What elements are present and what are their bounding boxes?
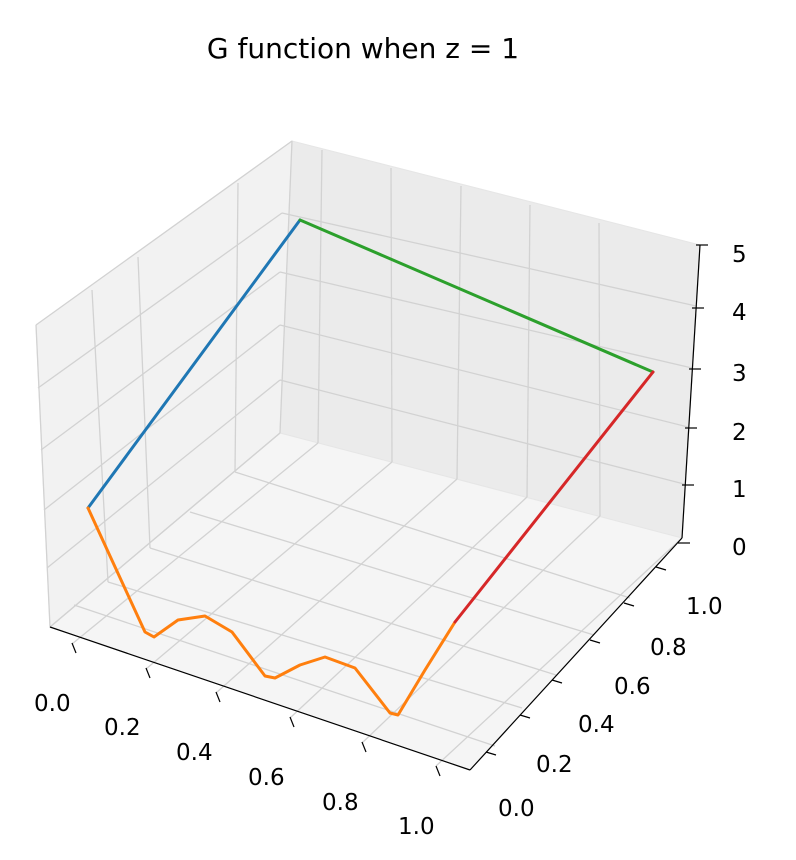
x-tick-label: 0.4 <box>176 740 213 766</box>
x-ticks <box>71 642 441 777</box>
x-axis-line <box>49 626 471 771</box>
grid-line <box>289 496 528 719</box>
grid-line <box>234 182 239 473</box>
y-tick-label: 0.6 <box>614 674 651 700</box>
y-tick-mark <box>519 714 531 719</box>
grid-line <box>189 511 595 636</box>
grid-line <box>279 140 293 434</box>
grid-line <box>279 271 693 369</box>
grid-line <box>435 537 683 767</box>
series-line <box>86 218 302 510</box>
y-tick-mark <box>589 639 601 644</box>
axis-lines <box>49 244 701 771</box>
z-tick-label: 2 <box>732 420 747 446</box>
grid-line <box>107 581 523 709</box>
grid-line <box>46 379 281 569</box>
y-tick-mark <box>655 566 667 571</box>
x-tick-labels: 0.0 0.2 0.4 0.6 0.8 1.0 <box>34 691 435 840</box>
y-ticks <box>485 566 667 756</box>
x-tick-label: 0.0 <box>34 691 71 717</box>
z-tick-label: 4 <box>732 300 747 326</box>
grid-line <box>91 289 109 583</box>
z-ticks <box>678 244 708 544</box>
y-tick-label: 0.4 <box>578 712 615 738</box>
grid-line <box>43 324 281 511</box>
grid-lines <box>35 140 701 767</box>
grid-line <box>234 471 631 599</box>
grid-line <box>281 212 697 307</box>
x-tick-mark <box>215 691 221 703</box>
y-tick-label: 0.8 <box>650 635 687 661</box>
grid-line <box>279 379 685 485</box>
x-tick-label: 0.2 <box>104 715 141 741</box>
y-tick-mark <box>623 602 635 607</box>
grid-line <box>137 256 151 549</box>
x-tick-mark <box>361 741 367 753</box>
grid-line <box>35 140 293 326</box>
x-tick-mark <box>435 765 441 777</box>
z-tick-labels: 0 1 2 3 4 5 <box>732 242 747 561</box>
x-tick-label: 0.6 <box>248 765 285 791</box>
grid-line <box>35 324 51 628</box>
grid-line <box>37 212 283 389</box>
grid-line <box>317 149 323 444</box>
grid-line <box>526 204 531 498</box>
grid-line <box>49 432 281 628</box>
series-line <box>86 506 457 717</box>
grid-line <box>71 442 319 645</box>
z-tick-label: 1 <box>732 477 747 503</box>
x-tick-label: 1.0 <box>398 814 435 840</box>
z-tick-label: 5 <box>732 242 747 268</box>
y-axis-line <box>469 537 683 771</box>
y-tick-labels: 0.0 0.2 0.4 0.6 0.8 1.0 <box>498 594 723 822</box>
grid-line <box>215 478 458 694</box>
x-tick-mark <box>289 716 295 728</box>
y-tick-label: 0.0 <box>498 796 535 822</box>
series-line <box>453 370 655 624</box>
z-axis-line <box>681 244 701 539</box>
chart-title: G function when z = 1 <box>206 32 520 65</box>
y-tick-label: 0.2 <box>536 752 573 778</box>
y-tick-label: 1.0 <box>686 594 723 620</box>
y-tick-mark <box>485 751 497 756</box>
x-tick-mark <box>145 667 151 679</box>
grid-line <box>361 515 601 744</box>
series-lines <box>86 218 655 717</box>
grid-line <box>145 461 393 670</box>
grid-line <box>598 222 601 517</box>
grid-line <box>456 185 462 480</box>
x-tick-mark <box>71 642 77 654</box>
x-tick-label: 0.8 <box>322 790 359 816</box>
y-tick-mark <box>551 679 563 684</box>
grid-line <box>279 324 689 428</box>
z-tick-label: 0 <box>732 535 747 561</box>
z-tick-label: 3 <box>732 361 747 387</box>
grid-line <box>390 167 393 463</box>
series-line <box>298 218 655 374</box>
grid-line <box>149 547 557 676</box>
